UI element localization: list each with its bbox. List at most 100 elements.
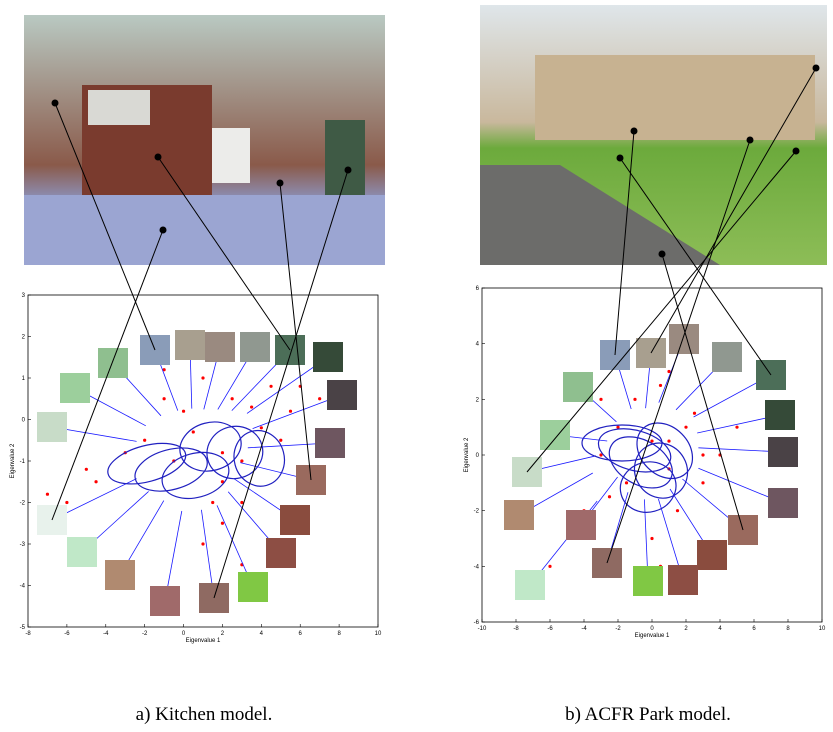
point bbox=[250, 405, 253, 408]
point bbox=[684, 426, 687, 429]
point bbox=[616, 426, 619, 429]
patch bbox=[105, 560, 135, 590]
point bbox=[182, 410, 185, 413]
point bbox=[735, 426, 738, 429]
x-tick-label: 6 bbox=[752, 626, 756, 632]
photo-marker bbox=[659, 251, 666, 258]
y-tick-label: 0 bbox=[476, 453, 480, 459]
x-tick-label: -6 bbox=[64, 631, 70, 637]
y-tick-label: 1 bbox=[22, 376, 26, 382]
patch bbox=[697, 540, 727, 570]
point bbox=[701, 481, 704, 484]
point bbox=[633, 398, 636, 401]
x-tick-label: 2 bbox=[684, 626, 688, 632]
point bbox=[701, 453, 704, 456]
patch bbox=[238, 572, 268, 602]
point bbox=[221, 451, 224, 454]
patch bbox=[240, 332, 270, 362]
x-tick-label: 0 bbox=[650, 626, 654, 632]
point bbox=[667, 370, 670, 373]
point bbox=[211, 501, 214, 504]
y-tick-label: -3 bbox=[20, 542, 26, 548]
patch bbox=[566, 510, 596, 540]
y-tick-label: -5 bbox=[20, 625, 26, 631]
patch bbox=[768, 437, 798, 467]
point bbox=[659, 384, 662, 387]
photo-marker bbox=[52, 100, 59, 107]
x-tick-label: -4 bbox=[103, 631, 109, 637]
y-tick-label: 6 bbox=[476, 286, 480, 292]
photo-marker bbox=[747, 137, 754, 144]
patch bbox=[98, 348, 128, 378]
y-tick-label: -4 bbox=[20, 584, 26, 590]
x-tick-label: 8 bbox=[337, 631, 341, 637]
x-tick-label: 4 bbox=[260, 631, 264, 637]
photo-marker bbox=[617, 155, 624, 162]
point bbox=[599, 398, 602, 401]
y-axis-label: Eigenvalue 2 bbox=[10, 443, 16, 478]
point bbox=[667, 439, 670, 442]
point bbox=[676, 509, 679, 512]
x-tick-label: -2 bbox=[615, 626, 621, 632]
point bbox=[269, 385, 272, 388]
y-axis-label: Eigenvalue 2 bbox=[464, 437, 470, 472]
photo-marker bbox=[345, 167, 352, 174]
caption: a) Kitchen model. bbox=[136, 704, 273, 725]
patch bbox=[327, 380, 357, 410]
x-axis-label: Eigenvalue 1 bbox=[186, 638, 221, 644]
patch bbox=[315, 428, 345, 458]
kitchen-photo bbox=[24, 15, 385, 265]
point bbox=[143, 439, 146, 442]
patch bbox=[150, 586, 180, 616]
figure: a) Kitchen model. b) ACFR Park model. -8… bbox=[0, 0, 833, 732]
patch bbox=[266, 538, 296, 568]
y-tick-label: 3 bbox=[22, 293, 26, 299]
patch bbox=[280, 505, 310, 535]
point bbox=[279, 439, 282, 442]
point bbox=[693, 412, 696, 415]
x-tick-label: -4 bbox=[581, 626, 587, 632]
point bbox=[289, 410, 292, 413]
photo-marker bbox=[277, 180, 284, 187]
y-tick-label: 2 bbox=[22, 335, 26, 341]
y-tick-label: -2 bbox=[20, 501, 26, 507]
patch bbox=[712, 342, 742, 372]
x-tick-label: -6 bbox=[547, 626, 553, 632]
patch bbox=[504, 500, 534, 530]
y-tick-label: -1 bbox=[20, 459, 26, 465]
photo-marker bbox=[155, 154, 162, 161]
patch bbox=[540, 420, 570, 450]
point bbox=[260, 426, 263, 429]
patch bbox=[175, 330, 205, 360]
patch bbox=[313, 342, 343, 372]
point bbox=[192, 430, 195, 433]
patch bbox=[563, 372, 593, 402]
patch bbox=[37, 412, 67, 442]
photo-marker bbox=[631, 128, 638, 135]
x-axis-label: Eigenvalue 1 bbox=[635, 633, 670, 639]
photo-marker bbox=[793, 148, 800, 155]
y-tick-label: -6 bbox=[474, 620, 480, 626]
x-tick-label: 4 bbox=[718, 626, 722, 632]
x-tick-label: 0 bbox=[182, 631, 186, 637]
point bbox=[94, 480, 97, 483]
patch bbox=[205, 332, 235, 362]
patch bbox=[768, 488, 798, 518]
y-tick-label: 2 bbox=[476, 397, 480, 403]
point bbox=[201, 542, 204, 545]
patch bbox=[668, 565, 698, 595]
point bbox=[163, 397, 166, 400]
x-tick-label: -2 bbox=[142, 631, 148, 637]
point bbox=[221, 522, 224, 525]
x-tick-label: 8 bbox=[786, 626, 790, 632]
photo-marker bbox=[160, 227, 167, 234]
y-tick-label: -4 bbox=[474, 564, 480, 570]
point bbox=[240, 459, 243, 462]
y-tick-label: 4 bbox=[476, 342, 480, 348]
point bbox=[85, 468, 88, 471]
point bbox=[201, 376, 204, 379]
x-tick-label: 6 bbox=[299, 631, 303, 637]
point bbox=[650, 537, 653, 540]
point bbox=[608, 495, 611, 498]
patch bbox=[765, 400, 795, 430]
